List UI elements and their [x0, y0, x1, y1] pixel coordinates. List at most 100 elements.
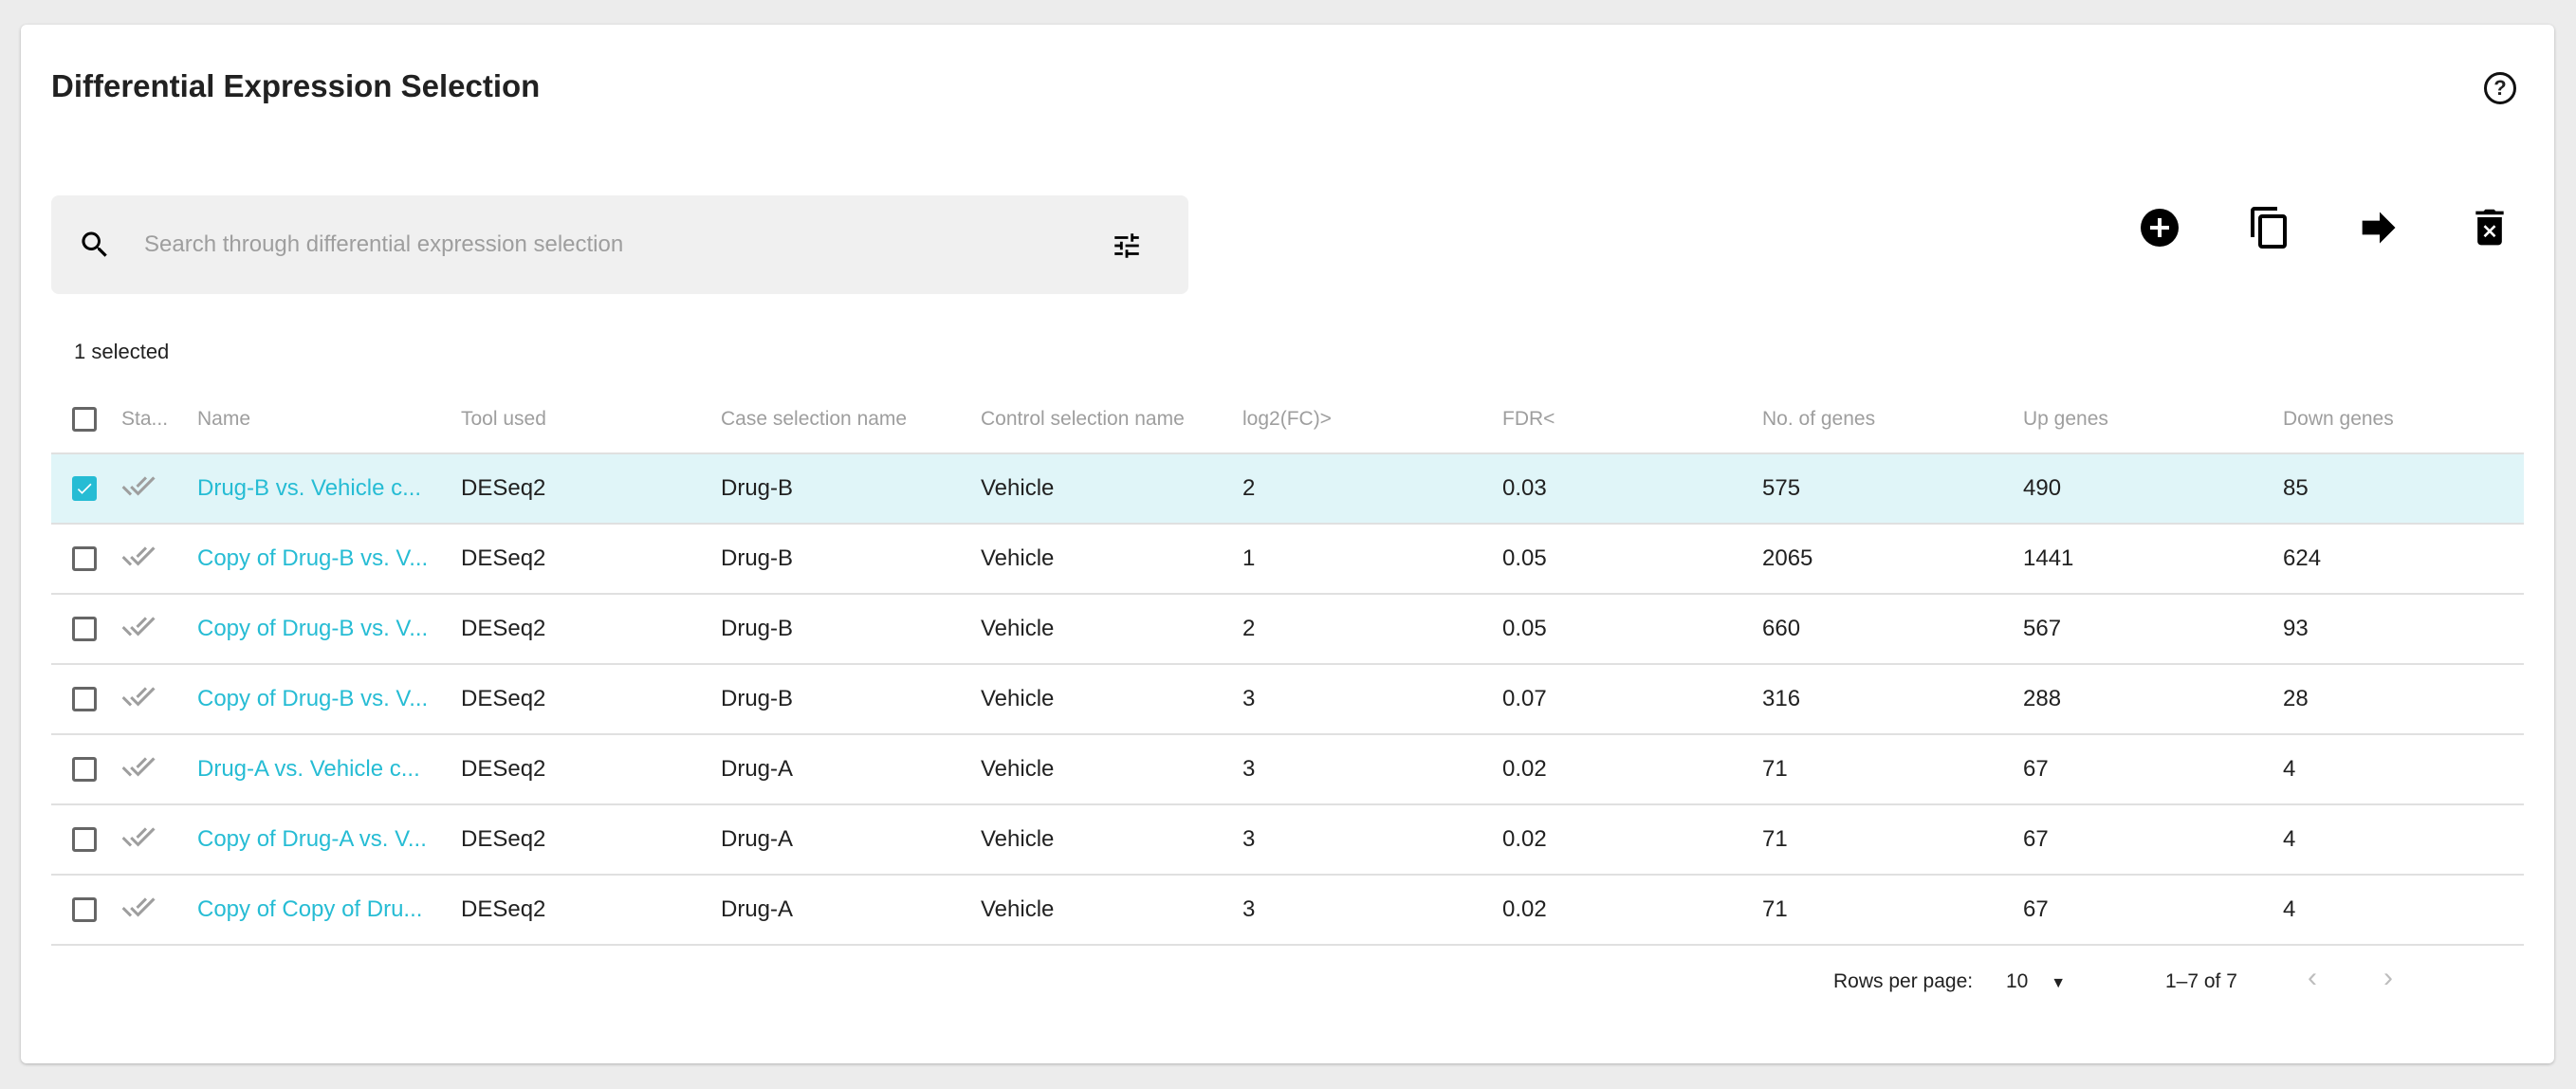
page-title: Differential Expression Selection: [51, 68, 541, 103]
copy-icon: [2251, 207, 2287, 249]
table-header: Sta... Name Tool used Case selection nam…: [51, 385, 2524, 453]
delete-icon: [2475, 209, 2504, 246]
search-icon: [82, 231, 107, 257]
rows-per-page-label: Rows per page:: [1833, 970, 1974, 992]
cell-fdr: 0.02: [1502, 803, 1762, 875]
cell-name[interactable]: Drug-A vs. Vehicle c...: [197, 733, 461, 804]
cell-control: Vehicle: [981, 663, 1242, 734]
table-row[interactable]: Copy of Drug-B vs. V... DESeq2 Drug-B Vehic…: [51, 593, 2524, 664]
cell-tool: DESeq2: [461, 523, 721, 594]
differential-expression-card: Differential Expression Selection ? 1 se…: [21, 25, 2554, 1063]
table-row[interactable]: Drug-A vs. Vehicle c... DESeq2 Drug-A Vehic…: [51, 733, 2524, 804]
cell-case: Drug-B: [721, 452, 981, 524]
cell-case: Drug-B: [721, 593, 981, 664]
cell-name[interactable]: Copy of Copy of Dru...: [197, 874, 461, 946]
cell-genes: 71: [1762, 733, 2023, 804]
cell-tool: DESeq2: [461, 733, 721, 804]
table-row[interactable]: Copy of Drug-B vs. V... DESeq2 Drug-B Vehic…: [51, 523, 2524, 594]
cell-tool: DESeq2: [461, 803, 721, 875]
row-checkbox[interactable]: [72, 827, 97, 852]
cell-fdr: 0.07: [1502, 663, 1762, 734]
cell-log2fc: 2: [1242, 593, 1502, 664]
cell-fdr: 0.05: [1502, 593, 1762, 664]
cell-log2fc: 3: [1242, 663, 1502, 734]
cell-name[interactable]: Copy of Drug-B vs. V...: [197, 593, 461, 664]
column-header[interactable]: Name: [197, 407, 251, 430]
select-all-checkbox[interactable]: [72, 406, 97, 432]
cell-control: Vehicle: [981, 733, 1242, 804]
cell-case: Drug-A: [721, 733, 981, 804]
copy-button[interactable]: [2247, 205, 2292, 250]
done-all-icon: [121, 756, 156, 776]
row-checkbox[interactable]: [72, 687, 97, 711]
cell-down: 624: [2283, 523, 2524, 594]
table-row[interactable]: Copy of Copy of Dru... DESeq2 Drug-A Vehicl…: [51, 874, 2524, 946]
column-header[interactable]: FDR<: [1502, 407, 1555, 430]
cell-fdr: 0.02: [1502, 733, 1762, 804]
next-page-icon[interactable]: ›: [2383, 962, 2393, 993]
cell-up: 67: [2023, 733, 2283, 804]
cell-name[interactable]: Drug-B vs. Vehicle c...: [197, 452, 461, 524]
table-row[interactable]: Copy of Drug-B vs. V... DESeq2 Drug-B Vehic…: [51, 663, 2524, 734]
column-header[interactable]: No. of genes: [1762, 407, 1876, 430]
column-header[interactable]: Control selection name: [981, 407, 1185, 430]
row-checkbox[interactable]: [72, 617, 97, 641]
forward-button[interactable]: [2357, 205, 2402, 250]
delete-button[interactable]: [2467, 205, 2512, 250]
toolbar: [2137, 205, 2512, 250]
cell-log2fc: 3: [1242, 803, 1502, 875]
cell-name[interactable]: Copy of Drug-B vs. V...: [197, 663, 461, 734]
column-header[interactable]: Up genes: [2023, 407, 2108, 430]
prev-page-icon[interactable]: ‹: [2308, 962, 2317, 993]
cell-name[interactable]: Copy of Drug-A vs. V...: [197, 803, 461, 875]
cell-tool: DESeq2: [461, 452, 721, 524]
cell-up: 67: [2023, 874, 2283, 946]
table-row[interactable]: Copy of Drug-A vs. V... DESeq2 Drug-A Vehic…: [51, 803, 2524, 875]
rows-per-page-value: 10: [2006, 970, 2029, 992]
filter-tune-icon[interactable]: [1111, 230, 1143, 262]
cell-up: 567: [2023, 593, 2283, 664]
cell-name[interactable]: Copy of Drug-B vs. V...: [197, 523, 461, 594]
search-input[interactable]: [144, 224, 998, 266]
pagination: Rows per page: 10 ▼ 1–7 of 7 ‹ ›: [1833, 954, 2554, 1011]
cell-case: Drug-A: [721, 874, 981, 946]
cell-down: 4: [2283, 803, 2524, 875]
cell-control: Vehicle: [981, 452, 1242, 524]
page-range: 1–7 of 7: [2165, 970, 2237, 992]
add-circle-icon: [2141, 209, 2179, 247]
row-checkbox[interactable]: [72, 546, 97, 571]
cell-control: Vehicle: [981, 593, 1242, 664]
row-checkbox[interactable]: [72, 476, 97, 501]
rows-per-page-select[interactable]: 10 ▼: [2006, 970, 2066, 993]
help-icon[interactable]: ?: [2484, 72, 2516, 104]
column-header[interactable]: Tool used: [461, 407, 546, 430]
selected-count: 1 selected: [74, 340, 170, 363]
cell-case: Drug-A: [721, 803, 981, 875]
cell-fdr: 0.03: [1502, 452, 1762, 524]
search-bar: [51, 195, 1188, 294]
row-checkbox[interactable]: [72, 897, 97, 922]
column-header[interactable]: Sta...: [121, 407, 169, 430]
cell-tool: DESeq2: [461, 593, 721, 664]
cell-log2fc: 1: [1242, 523, 1502, 594]
cell-control: Vehicle: [981, 523, 1242, 594]
done-all-icon: [121, 686, 156, 706]
cell-genes: 71: [1762, 803, 2023, 875]
cell-tool: DESeq2: [461, 874, 721, 946]
cell-genes: 316: [1762, 663, 2023, 734]
cell-down: 4: [2283, 733, 2524, 804]
cell-down: 28: [2283, 663, 2524, 734]
column-header[interactable]: Case selection name: [721, 407, 908, 430]
cell-control: Vehicle: [981, 803, 1242, 875]
selection-table: Sta... Name Tool used Case selection nam…: [51, 385, 2524, 946]
cell-up: 1441: [2023, 523, 2283, 594]
table-row[interactable]: Drug-B vs. Vehicle c... DESeq2 Drug-B Vehic…: [51, 452, 2524, 524]
cell-case: Drug-B: [721, 523, 981, 594]
done-all-icon: [121, 475, 156, 495]
add-button[interactable]: [2137, 205, 2182, 250]
column-header[interactable]: Down genes: [2283, 407, 2394, 430]
done-all-icon: [121, 616, 156, 636]
cell-genes: 660: [1762, 593, 2023, 664]
row-checkbox[interactable]: [72, 757, 97, 782]
column-header[interactable]: log2(FC)>: [1242, 407, 1332, 430]
